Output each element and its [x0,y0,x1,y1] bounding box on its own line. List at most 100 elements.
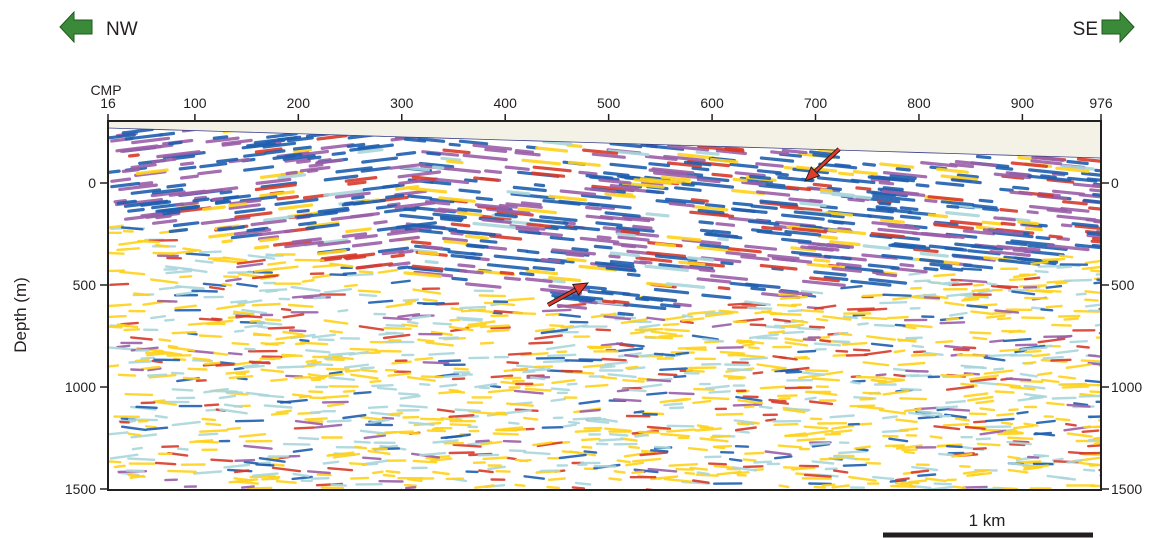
reflection-segment [479,341,495,345]
reflection-segment [292,145,312,151]
reflection-segment [734,445,750,448]
reflection-segment [412,459,438,464]
reflection-segment [975,225,996,231]
reflection-segment [1089,269,1101,273]
reflection-segment [291,475,313,481]
reflection-segment [226,426,242,431]
reflection-segment [701,337,725,343]
reflection-segment [1024,349,1042,354]
reflection-segment [377,268,399,274]
reflection-segment [362,456,382,461]
cmp-axis-label: CMP [90,82,121,98]
reflection-segment [933,425,961,431]
reflection-segment [583,450,598,454]
cmp-tick-label: 976 [1089,95,1113,111]
reflection-segment [260,368,285,373]
reflection-segment [785,370,803,374]
reflection-segment [247,486,273,490]
reflection-segment [899,263,915,268]
reflection-segment [1014,343,1038,347]
reflection-segment [550,387,571,392]
reflection-segment [617,235,650,242]
reflection-segment [301,279,315,283]
reflection-segment [579,408,601,413]
reflection-segment [1076,157,1101,163]
reflection-segment [732,177,748,183]
reflection-segment [222,275,240,279]
reflection-segment [809,276,840,283]
reflection-segment [1087,437,1101,442]
reflection-segment [852,170,878,176]
reflection-segment [609,184,640,190]
reflection-segment [710,274,749,281]
reflection-segment [149,315,167,320]
reflection-segment [187,322,206,326]
reflection-segment [1098,468,1101,472]
reflection-segment [371,384,394,388]
reflection-segment [432,439,459,444]
reflection-segment [1066,403,1091,408]
reflection-segment [1023,361,1037,365]
reflection-segment [154,414,168,419]
reflection-segment [669,406,685,410]
reflection-segment [887,224,920,231]
reflection-segment [1023,384,1046,390]
reflection-segment [513,389,544,395]
reflection-segment [504,165,530,171]
reflection-segment [890,243,931,250]
reflection-segment [258,457,286,463]
reflection-segment [480,440,503,446]
reflection-segment [116,323,130,328]
reflection-segment [813,304,837,310]
reflection-segment [492,432,519,436]
reflection-segment [257,235,280,241]
reflection-segment [233,228,272,236]
reflection-segment [945,400,966,404]
reflection-segment [204,361,221,366]
reflection-segment [996,317,1012,321]
reflection-segment [704,311,734,318]
depth-tick-label-left: 500 [73,277,97,293]
reflection-segment [358,270,374,274]
reflection-segment [1034,269,1049,274]
reflection-segment [895,418,918,424]
reflection-segment [442,236,468,243]
reflection-segment [407,194,433,200]
reflection-segment [108,325,123,329]
reflection-segment [456,316,483,321]
reflection-segment [698,268,716,273]
reflection-segment [168,228,189,234]
reflection-segment [740,255,770,261]
reflection-segment [735,426,757,432]
reflection-segment [791,227,828,234]
reflection-segment [744,405,755,409]
reflection-segment [567,160,601,167]
seismic-section [108,121,1101,490]
reflection-segment [924,198,938,203]
reflection-segment [280,307,292,312]
reflection-segment [968,374,999,381]
reflection-segment [831,267,863,273]
reflection-segment [1013,424,1035,430]
reflection-segment [1093,441,1101,445]
reflection-segment [1099,474,1101,477]
reflection-segment [255,177,292,185]
reflection-segment [1019,284,1048,288]
reflection-segment [321,400,349,404]
annotation-arrow-icon [804,147,841,182]
reflection-segment [1020,258,1043,263]
reflection-segment [120,425,147,432]
reflection-segment [550,397,567,402]
reflection-segment [524,383,544,387]
reflection-segment [979,429,1007,436]
reflection-segment [1084,290,1101,295]
reflection-segment [953,485,967,490]
reflection-segment [123,328,141,332]
reflection-segment [1011,290,1036,296]
reflection-segment [949,311,968,317]
reflection-segment [265,253,277,257]
reflection-segment [917,415,943,420]
reflection-segment [1084,298,1099,302]
reflection-segment [616,226,655,233]
reflection-segment [685,347,708,351]
